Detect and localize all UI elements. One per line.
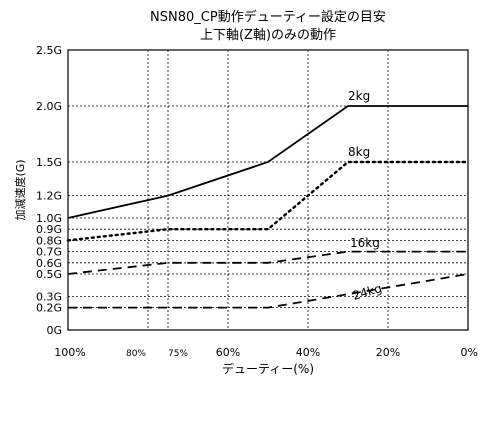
plot-frame [67,49,469,331]
series-label-2kg: 2kg [348,89,370,103]
y-tick-label: 0.3G [36,290,62,303]
y-tick-label: 0.7G [36,246,62,259]
series-labels: 2kg 8kg 16kg 24kg [348,89,384,303]
y-axis-ticks: 0G 0.2G0.3G 0.5G0.6G0.7G0.8G0.9G1.0G 1.2G 1.… [36,44,62,337]
x-tick-label: 80% [126,349,146,359]
y-tick-label: 0.6G [36,257,62,270]
x-tick-label: 100% [54,346,85,359]
y-tick-label: 0G [46,324,62,337]
chart-subtitle: 上下軸(Z軸)のみの動作 [200,28,336,43]
series-line-2kg [67,105,468,219]
y-tick-label: 0.8G [36,234,62,247]
y-tick-label: 0.2G [36,302,62,315]
x-tick-label: 40% [296,346,320,359]
x-tick-label: 0% [461,346,478,359]
x-tick-label: 75% [168,349,188,359]
series-label-24kg: 24kg [351,281,384,303]
series-line-16kg [67,250,468,275]
series-line-24kg [68,273,469,309]
y-tick-label: 2.0G [36,100,62,113]
y-axis-label: 加減速度(G) [13,159,27,220]
y-tick-label: 1.2G [36,190,62,203]
x-tick-label: 60% [216,346,240,359]
y-tick-label: 2.5G [36,44,62,57]
y-tick-label: 1.5G [36,156,62,169]
series-lines [66,105,470,309]
plot-grid [68,50,468,330]
y-tick-label: 0.9G [36,223,62,236]
chart-title: NSN80_CP動作デューティー設定の目安 [150,9,386,25]
x-axis-label: デューティー(%) [222,361,314,376]
x-tick-label: 20% [376,346,400,359]
series-line-8kg [66,160,470,242]
y-tick-label: 1.0G [36,212,62,225]
series-label-8kg: 8kg [348,145,370,159]
series-label-16kg: 16kg [350,236,380,250]
x-axis-ticks: 100% 80% 75% 60% 40% 20% 0% [54,346,478,359]
y-tick-label: 0.5G [36,268,62,281]
